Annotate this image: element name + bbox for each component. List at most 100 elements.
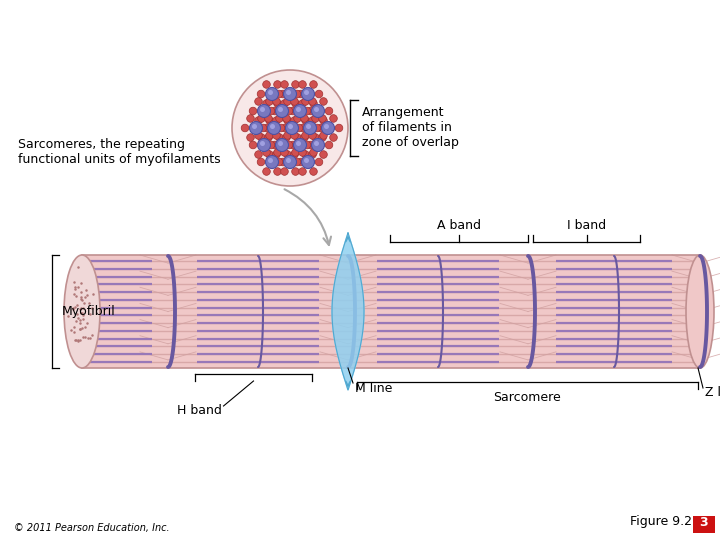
Circle shape — [263, 80, 270, 88]
Circle shape — [302, 151, 310, 158]
Circle shape — [250, 122, 263, 134]
Circle shape — [336, 124, 343, 132]
Circle shape — [309, 98, 316, 105]
Circle shape — [268, 122, 281, 134]
Circle shape — [320, 132, 328, 139]
Circle shape — [260, 141, 265, 146]
Circle shape — [273, 132, 280, 139]
Circle shape — [319, 134, 326, 141]
Circle shape — [302, 117, 310, 124]
Circle shape — [273, 117, 280, 124]
Circle shape — [285, 107, 293, 115]
Circle shape — [266, 151, 274, 158]
Text: Sarcomeres, the repeating
functional units of myofilaments: Sarcomeres, the repeating functional uni… — [18, 138, 220, 166]
Circle shape — [320, 117, 328, 124]
Circle shape — [309, 151, 316, 158]
Circle shape — [285, 141, 293, 149]
Circle shape — [301, 114, 308, 122]
Circle shape — [299, 80, 306, 88]
Circle shape — [292, 80, 300, 88]
Circle shape — [324, 124, 329, 129]
Circle shape — [299, 100, 306, 107]
Circle shape — [289, 107, 297, 115]
Circle shape — [291, 117, 298, 124]
Circle shape — [322, 122, 335, 134]
Circle shape — [255, 117, 262, 124]
Circle shape — [265, 134, 272, 141]
Circle shape — [284, 156, 297, 168]
Circle shape — [281, 168, 288, 176]
Circle shape — [315, 158, 323, 166]
Circle shape — [303, 107, 311, 115]
Circle shape — [257, 90, 265, 98]
Circle shape — [232, 70, 348, 186]
Circle shape — [274, 168, 282, 176]
Circle shape — [276, 105, 289, 118]
Text: Figure 9.2: Figure 9.2 — [630, 515, 692, 528]
Circle shape — [260, 107, 265, 112]
Circle shape — [319, 114, 326, 122]
Circle shape — [301, 134, 308, 141]
Circle shape — [299, 168, 306, 176]
Circle shape — [291, 132, 298, 139]
Circle shape — [276, 138, 289, 152]
Text: H band: H band — [176, 404, 222, 417]
Circle shape — [278, 141, 283, 146]
Ellipse shape — [64, 255, 100, 368]
Circle shape — [302, 156, 315, 168]
Circle shape — [292, 168, 300, 176]
Circle shape — [284, 117, 292, 124]
Circle shape — [313, 124, 321, 132]
Circle shape — [271, 107, 279, 115]
Circle shape — [286, 158, 291, 163]
Circle shape — [304, 122, 317, 134]
Text: I band: I band — [567, 219, 606, 232]
Circle shape — [247, 134, 254, 141]
Circle shape — [291, 98, 298, 105]
Circle shape — [312, 114, 319, 122]
Circle shape — [258, 134, 265, 141]
Circle shape — [283, 134, 290, 141]
FancyBboxPatch shape — [693, 516, 715, 533]
Circle shape — [263, 148, 270, 156]
Circle shape — [294, 134, 301, 141]
Circle shape — [249, 141, 257, 149]
Circle shape — [266, 117, 274, 124]
Circle shape — [302, 132, 310, 139]
Text: A band: A band — [437, 219, 481, 232]
Circle shape — [264, 124, 271, 132]
Circle shape — [284, 132, 292, 139]
Text: M line: M line — [355, 382, 392, 395]
Circle shape — [275, 90, 283, 98]
Circle shape — [307, 141, 315, 149]
Circle shape — [306, 124, 311, 129]
Circle shape — [310, 80, 318, 88]
Circle shape — [281, 148, 288, 156]
Circle shape — [310, 168, 318, 176]
Circle shape — [320, 98, 328, 105]
Circle shape — [299, 148, 306, 156]
Bar — [82, 255, 700, 368]
Circle shape — [293, 90, 301, 98]
Circle shape — [307, 107, 315, 115]
Circle shape — [296, 107, 301, 112]
Circle shape — [292, 100, 300, 107]
Circle shape — [288, 124, 293, 129]
Circle shape — [309, 132, 316, 139]
Circle shape — [271, 141, 279, 149]
Circle shape — [274, 100, 282, 107]
Circle shape — [241, 124, 249, 132]
Circle shape — [258, 105, 271, 118]
Circle shape — [320, 151, 328, 158]
Text: 3: 3 — [700, 516, 708, 529]
Circle shape — [258, 138, 271, 152]
Circle shape — [312, 134, 319, 141]
Circle shape — [281, 80, 288, 88]
Circle shape — [318, 124, 325, 132]
Circle shape — [266, 98, 274, 105]
Circle shape — [304, 158, 309, 163]
Circle shape — [266, 156, 279, 168]
Circle shape — [294, 105, 307, 118]
Circle shape — [265, 114, 272, 122]
Circle shape — [274, 80, 282, 88]
